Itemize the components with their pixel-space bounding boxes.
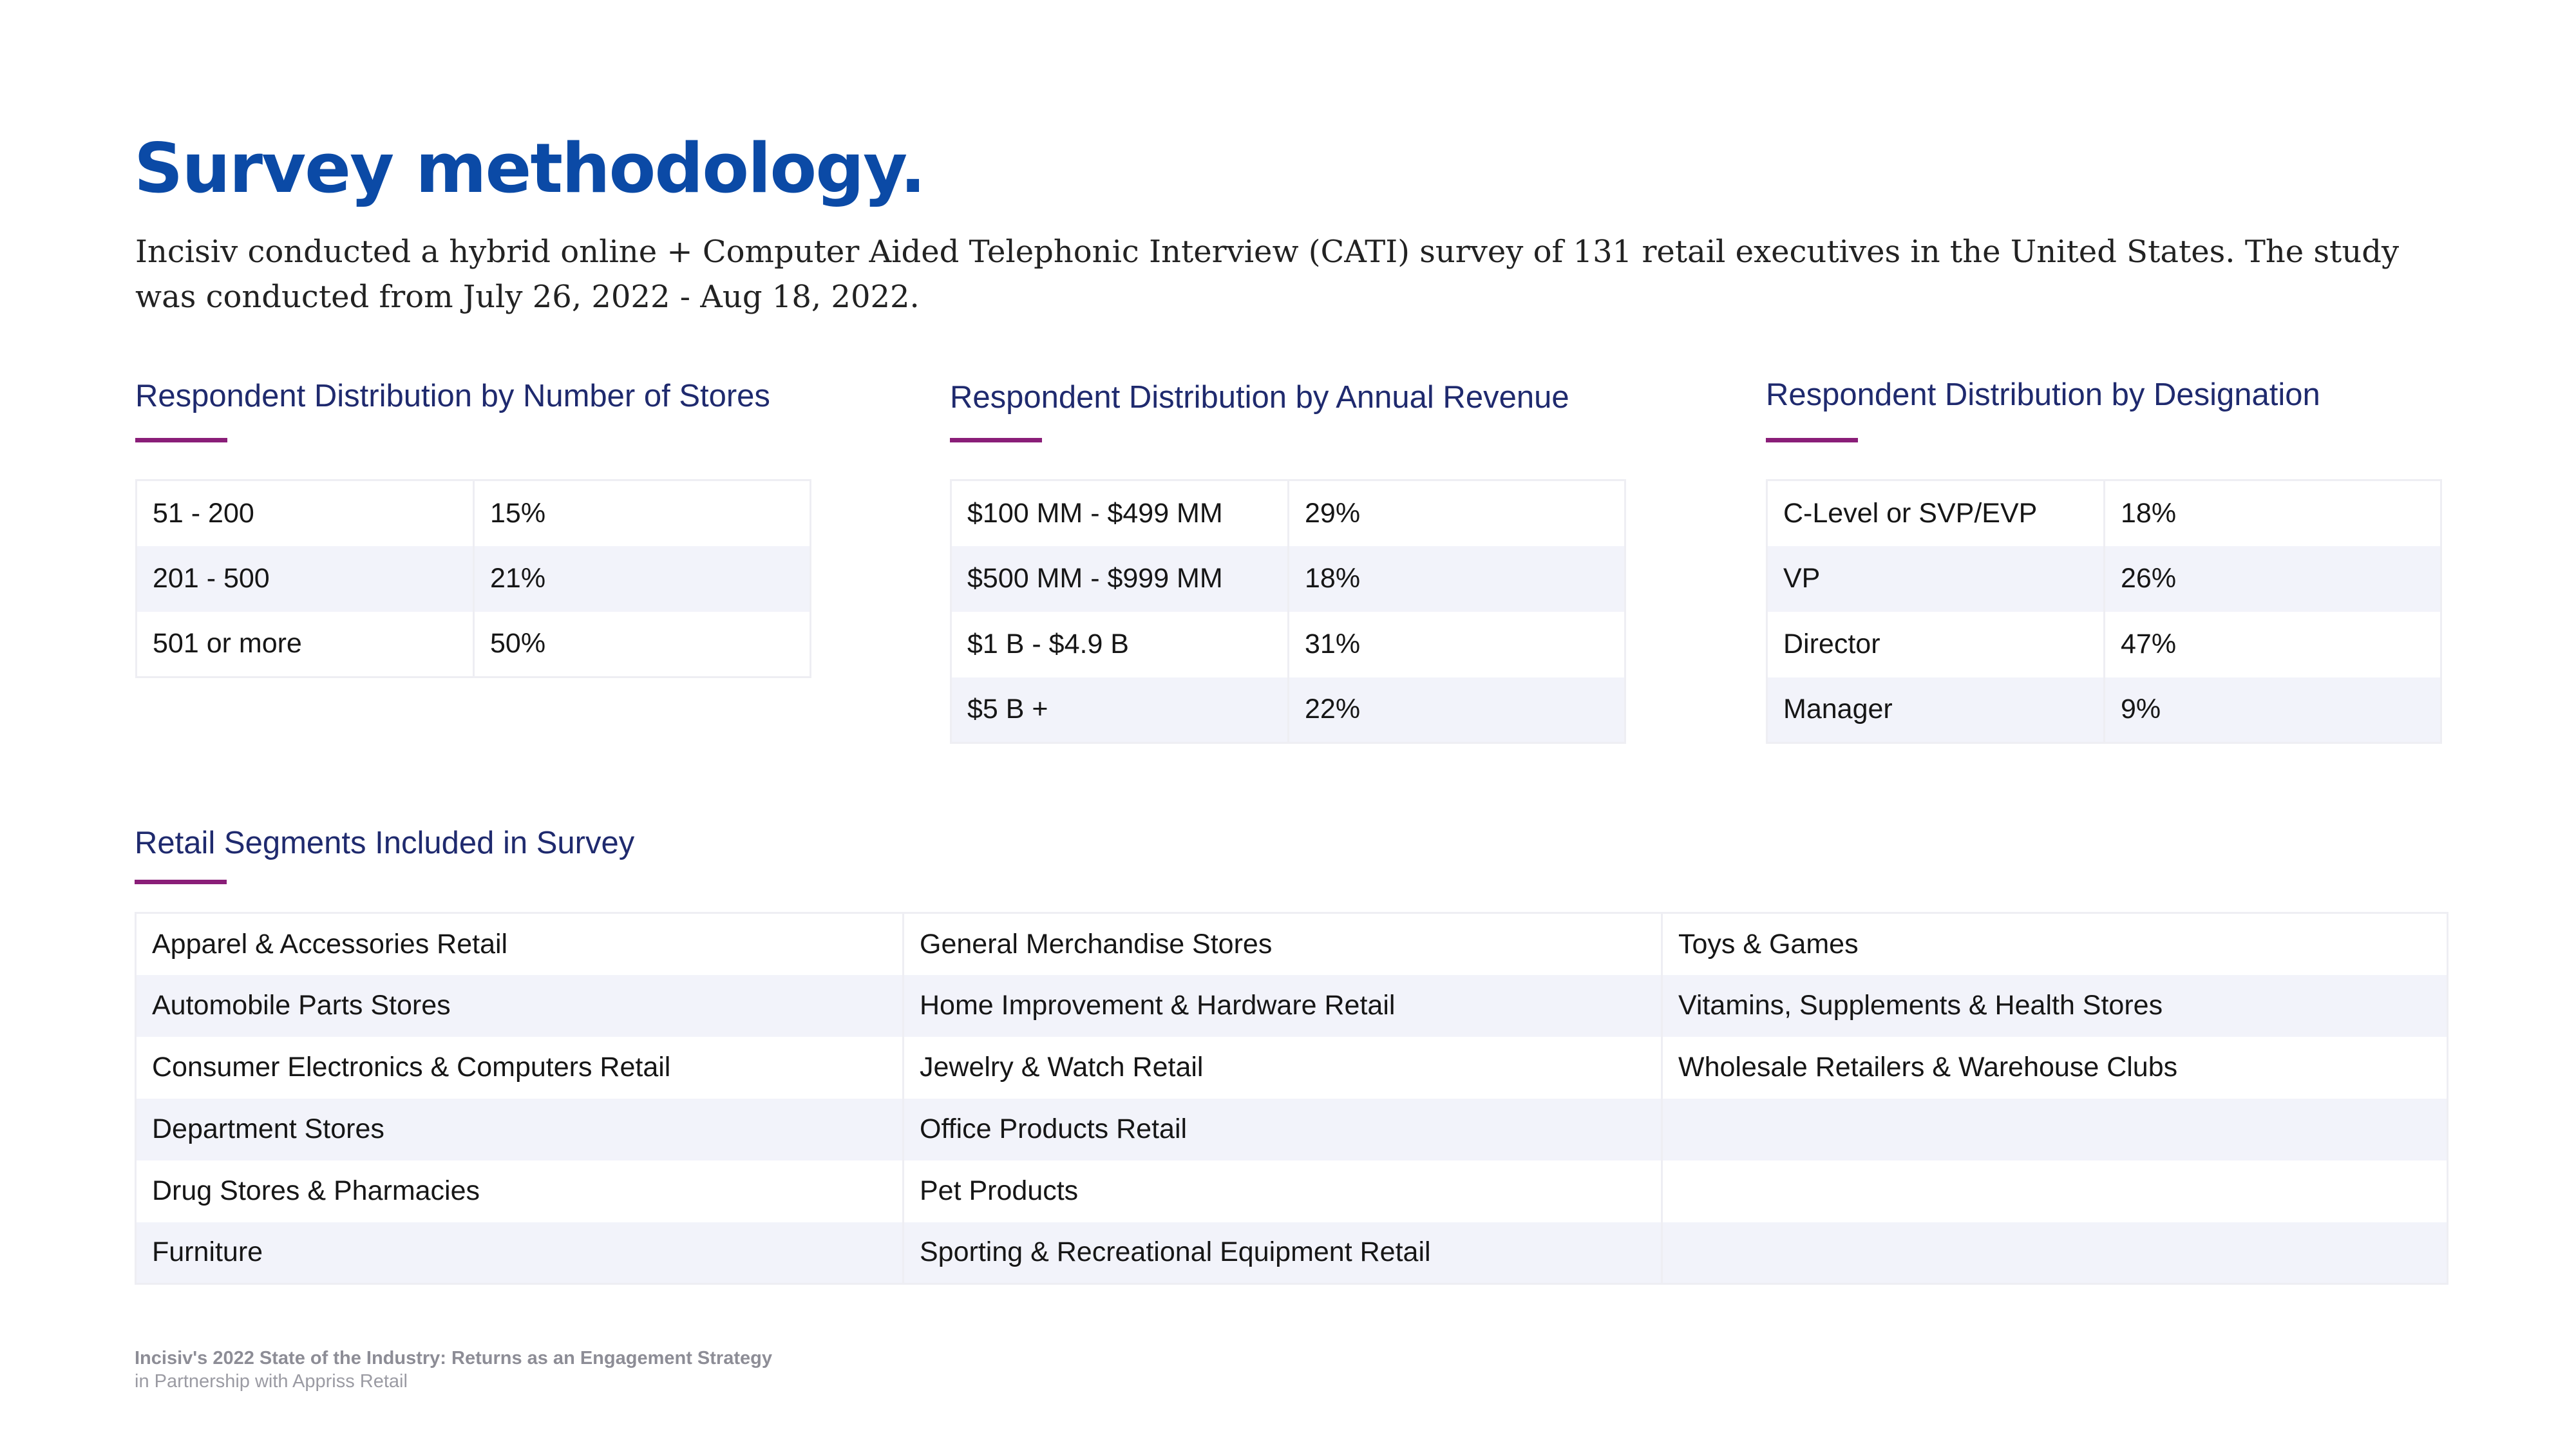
revenue-heading-underline [950,438,1042,442]
table-row: 51 - 200 15% [136,480,811,546]
page-title: Survey methodology. [134,129,926,208]
table-row: Automobile Parts Stores Home Improvement… [135,974,2448,1037]
revenue-value-cell: 22% [1287,677,1625,743]
table-row: Apparel & Accessories Retail General Mer… [135,913,2448,975]
stores-value-cell: 21% [473,545,811,612]
segment-cell [1661,1098,2448,1160]
revenue-heading: Respondent Distribution by Annual Revenu… [950,380,1569,415]
segments-heading-underline [135,880,227,884]
stores-value-cell: 15% [473,480,811,546]
table-row: $500 MM - $999 MM 18% [951,545,1625,612]
designation-label-cell: C-Level or SVP/EVP [1766,480,2105,546]
table-row: $5 B + 22% [951,677,1625,743]
table-row: Furniture Sporting & Recreational Equipm… [135,1222,2448,1284]
table-row: 201 - 500 21% [136,545,811,612]
segment-cell: Home Improvement & Hardware Retail [902,974,1662,1037]
designation-value-cell: 18% [2103,480,2441,546]
segment-cell: Apparel & Accessories Retail [135,913,904,975]
table-row: $100 MM - $499 MM 29% [951,480,1625,546]
segment-cell: Sporting & Recreational Equipment Retail [902,1222,1662,1284]
stores-value-cell: 50% [473,611,811,677]
revenue-value-cell: 31% [1287,611,1625,677]
segment-cell: Vitamins, Supplements & Health Stores [1661,974,2448,1037]
segment-cell: Office Products Retail [902,1098,1662,1160]
segment-cell: Pet Products [902,1160,1662,1222]
stores-label-cell: 201 - 500 [136,545,474,612]
revenue-value-cell: 29% [1287,480,1625,546]
segments-heading: Retail Segments Included in Survey [135,826,635,860]
segment-cell: Drug Stores & Pharmacies [135,1160,904,1222]
segment-cell [1661,1222,2448,1284]
revenue-label-cell: $1 B - $4.9 B [951,611,1289,677]
footer-subtitle: in Partnership with Appriss Retail [135,1371,408,1392]
intro-paragraph: Incisiv conducted a hybrid online + Comp… [135,234,2400,315]
segment-cell: Automobile Parts Stores [135,974,904,1037]
table-row: Department Stores Office Products Retail [135,1098,2448,1160]
table-row: Drug Stores & Pharmacies Pet Products [135,1160,2448,1222]
stores-heading: Respondent Distribution by Number of Sto… [135,379,770,413]
table-row: VP 26% [1766,545,2441,612]
revenue-label-cell: $100 MM - $499 MM [951,480,1289,546]
revenue-label-cell: $5 B + [951,677,1289,743]
designation-label-cell: Manager [1766,677,2105,743]
revenue-value-cell: 18% [1287,545,1625,612]
table-row: Consumer Electronics & Computers Retail … [135,1036,2448,1099]
table-row: Manager 9% [1766,677,2441,743]
table-row: Director 47% [1766,611,2441,677]
segment-cell [1661,1160,2448,1222]
segments-table: Apparel & Accessories Retail General Mer… [135,912,2448,1285]
segment-cell: Toys & Games [1661,913,2448,975]
table-row: 501 or more 50% [136,611,811,677]
designation-table: C-Level or SVP/EVP 18% VP 26% Director 4… [1766,479,2442,744]
designation-value-cell: 26% [2103,545,2441,612]
designation-heading-underline [1766,438,1858,442]
stores-label-cell: 51 - 200 [136,480,474,546]
segment-cell: Jewelry & Watch Retail [902,1036,1662,1099]
designation-label-cell: VP [1766,545,2105,612]
designation-heading: Respondent Distribution by Designation [1766,377,2320,412]
segment-cell: General Merchandise Stores [902,913,1662,975]
table-row: C-Level or SVP/EVP 18% [1766,480,2441,546]
footer-title: Incisiv's 2022 State of the Industry: Re… [135,1348,772,1368]
revenue-table: $100 MM - $499 MM 29% $500 MM - $999 MM … [950,479,1626,744]
segment-cell: Department Stores [135,1098,904,1160]
designation-value-cell: 47% [2103,611,2441,677]
table-row: $1 B - $4.9 B 31% [951,611,1625,677]
designation-label-cell: Director [1766,611,2105,677]
stores-label-cell: 501 or more [136,611,474,677]
designation-value-cell: 9% [2103,677,2441,743]
segment-cell: Furniture [135,1222,904,1284]
revenue-label-cell: $500 MM - $999 MM [951,545,1289,612]
stores-heading-underline [135,438,227,442]
segment-cell: Wholesale Retailers & Warehouse Clubs [1661,1036,2448,1099]
stores-table: 51 - 200 15% 201 - 500 21% 501 or more 5… [135,479,811,678]
segment-cell: Consumer Electronics & Computers Retail [135,1036,904,1099]
